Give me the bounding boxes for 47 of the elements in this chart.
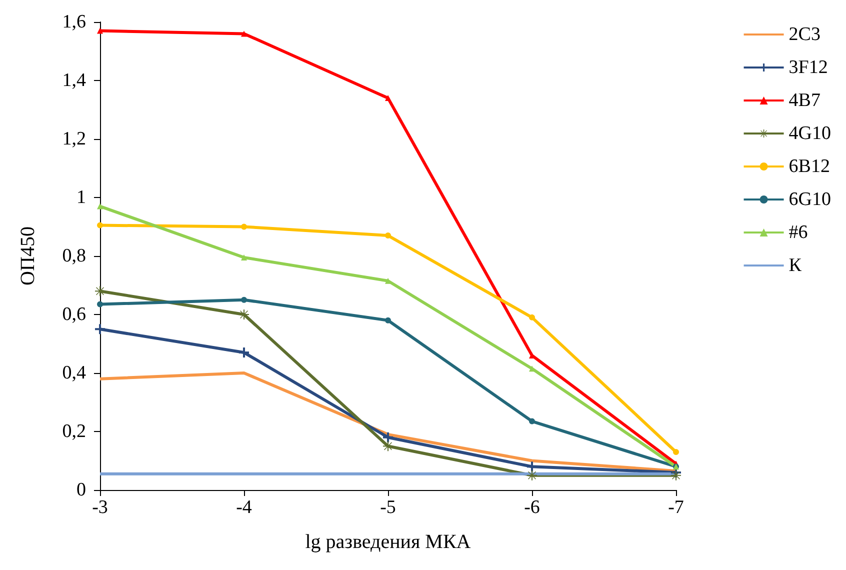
point	[97, 203, 103, 210]
y-axis-title: ОП450	[17, 226, 39, 286]
legend-label: 3F12	[788, 57, 828, 78]
point	[385, 278, 391, 284]
y-tick-label: 1,6	[62, 12, 86, 32]
point	[671, 470, 681, 480]
point	[97, 222, 103, 228]
point	[529, 314, 535, 320]
point	[383, 441, 393, 452]
legend-label: #6	[788, 222, 808, 243]
x-tick-label: -3	[92, 497, 108, 518]
y-tick-label: 0,6	[62, 304, 86, 325]
point	[385, 95, 391, 102]
point	[239, 310, 249, 320]
x-tick-label: -7	[668, 497, 684, 518]
legend-label: 2C3	[788, 24, 820, 45]
point	[95, 324, 105, 334]
point	[97, 28, 103, 34]
point	[241, 224, 247, 230]
point	[95, 286, 105, 296]
y-tick-label: 1	[76, 187, 86, 208]
y-tick-label: 0,8	[62, 246, 86, 266]
y-tick-label: 0,2	[62, 421, 86, 442]
point	[527, 470, 537, 480]
legend-label: 6B12	[788, 156, 830, 177]
point	[239, 348, 249, 358]
legend-label: 4B7	[788, 90, 820, 111]
point	[383, 432, 393, 442]
x-tick-label: -6	[524, 497, 540, 518]
legend-label: 4G10	[788, 123, 832, 144]
point	[529, 418, 535, 424]
point	[241, 254, 247, 260]
point	[385, 317, 391, 324]
legend-label: К	[788, 255, 802, 276]
point	[241, 296, 247, 303]
y-tick-label: 1,2	[62, 128, 86, 150]
point	[97, 301, 103, 308]
x-tick-label: -5	[380, 497, 396, 518]
legend-label: 6G10	[788, 189, 832, 210]
point	[241, 30, 247, 37]
point	[385, 232, 391, 239]
y-tick-label: 0,4	[62, 362, 86, 384]
y-tick-label: 0	[76, 480, 86, 500]
y-tick-label: 1,4	[62, 70, 86, 91]
x-tick-label: -4	[236, 497, 252, 518]
x-axis-title: lg разведения МКА	[305, 531, 472, 553]
point	[673, 448, 679, 455]
